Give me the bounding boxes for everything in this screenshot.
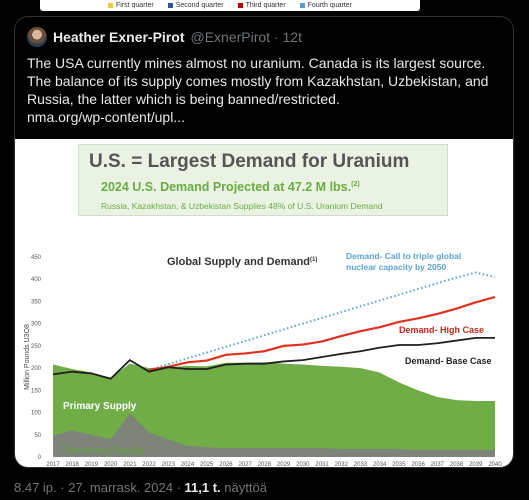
quote-line: Russia, the latter which is being banned… (27, 91, 340, 107)
y-tick-label: 350 (31, 299, 42, 305)
y-tick-label: 450 (31, 255, 42, 261)
annotation-base-case: Demand- Base Case (405, 356, 492, 366)
quote-text: The USA currently mines almost no uraniu… (27, 54, 502, 126)
annotation-high-case: Demand- High Case (399, 325, 484, 335)
y-tick-label: 50 (34, 433, 41, 439)
x-tick-label: 2026 (219, 462, 233, 468)
supply-demand-chart: 0 50 100 150 200 250 300 350 400 450 Million Pound… (24, 251, 502, 468)
author-name[interactable]: Heather Exner-Pirot (53, 29, 185, 45)
author-handle[interactable]: @ExnerPirot · 12t (190, 29, 302, 45)
tweet-image[interactable]: U.S. = Largest Demand for Uranium 2024 U… (15, 139, 513, 468)
chart-title: Global Supply and Demand(1) (167, 256, 317, 268)
x-tick-label: 2023 (162, 462, 176, 468)
slide-title: U.S. = Largest Demand for Uranium (89, 151, 410, 172)
x-tick-label: 2039 (469, 462, 483, 468)
y-tick-label: 300 (31, 322, 42, 328)
x-tick-label: 2030 (296, 462, 310, 468)
legend-swatch (299, 3, 305, 8)
quote-header: Heather Exner-Pirot @ExnerPirot · 12t (27, 27, 302, 47)
x-tick-label: 2024 (181, 462, 195, 468)
x-tick-label: 2037 (431, 462, 445, 468)
y-axis-label: Million Pounds U3O8 (24, 324, 31, 390)
legend-item-first-quarter: First quarter (107, 2, 154, 9)
x-tick-label: 2017 (46, 462, 60, 468)
chart-legend-strip: First quarter Second quarter Third quart… (40, 0, 420, 11)
slide-title-box: U.S. = Largest Demand for Uranium 2024 U… (78, 144, 448, 216)
quote-line: The balance of its supply comes mostly f… (27, 73, 489, 89)
legend-item-third-quarter: Third quarter (237, 2, 286, 9)
x-tick-label: 2018 (66, 462, 80, 468)
quoted-tweet[interactable]: Heather Exner-Pirot @ExnerPirot · 12t Th… (14, 16, 514, 468)
x-tick-label: 2031 (315, 462, 329, 468)
timestamp[interactable]: 8.47 ip. · 27. marrask. 2024 · (14, 480, 185, 495)
avatar[interactable] (27, 27, 47, 47)
view-label: näyttöä (220, 480, 267, 495)
legend-swatch (167, 3, 173, 8)
quote-line: The USA currently mines almost no uraniu… (27, 55, 486, 71)
tweet-meta: 8.47 ip. · 27. marrask. 2024 · 11,1 t. n… (14, 480, 267, 495)
x-tick-label: 2029 (277, 462, 291, 468)
x-tick-label: 2020 (104, 462, 118, 468)
y-tick-label: 250 (31, 344, 42, 350)
annotation-primary-supply: Primary Supply (63, 401, 137, 412)
legend-item-fourth-quarter: Fourth quarter (299, 2, 352, 9)
slide-caption: Russia, Kazakhstan, & Uzbekistan Supplie… (101, 201, 383, 211)
x-tick-label: 2022 (142, 462, 156, 468)
x-tick-label: 2027 (238, 462, 252, 468)
secondary-supply-area (53, 413, 495, 457)
x-tick-label: 2035 (392, 462, 406, 468)
y-tick-label: 200 (31, 366, 42, 372)
x-tick-label: 2028 (258, 462, 272, 468)
y-tick-label: 150 (31, 388, 42, 394)
demand-high-line (148, 295, 496, 371)
x-tick-label: 2032 (335, 462, 349, 468)
legend-swatch (107, 3, 113, 8)
x-tick-label: 2025 (200, 462, 214, 468)
annotation-triple: Demand- Call to triple global (346, 251, 461, 261)
x-tick-label: 2021 (123, 462, 137, 468)
annotation-triple: nuclear capacity by 2050 (346, 262, 446, 272)
y-tick-label: 100 (31, 411, 42, 417)
x-tick-label: 2033 (354, 462, 368, 468)
quote-link[interactable]: nma.org/wp-content/upl... (27, 109, 185, 125)
x-tick-label: 2040 (488, 462, 502, 468)
legend-item-second-quarter: Second quarter (167, 2, 224, 9)
demand-triple-line (148, 271, 496, 371)
primary-supply-area (53, 362, 495, 457)
x-tick-label: 2038 (450, 462, 464, 468)
annotation-secondary-supply: Secondary Supply (65, 445, 144, 455)
legend-swatch (237, 3, 243, 8)
x-tick-label: 2036 (411, 462, 425, 468)
x-tick-label: 2034 (373, 462, 387, 468)
slide-subtitle: 2024 U.S. Demand Projected at 47.2 M lbs… (101, 180, 360, 194)
view-count: 11,1 t. (184, 480, 221, 495)
x-tick-label: 2019 (85, 462, 99, 468)
y-tick-label: 0 (38, 455, 42, 461)
demand-base-line (52, 336, 495, 380)
y-tick-label: 400 (31, 277, 42, 283)
